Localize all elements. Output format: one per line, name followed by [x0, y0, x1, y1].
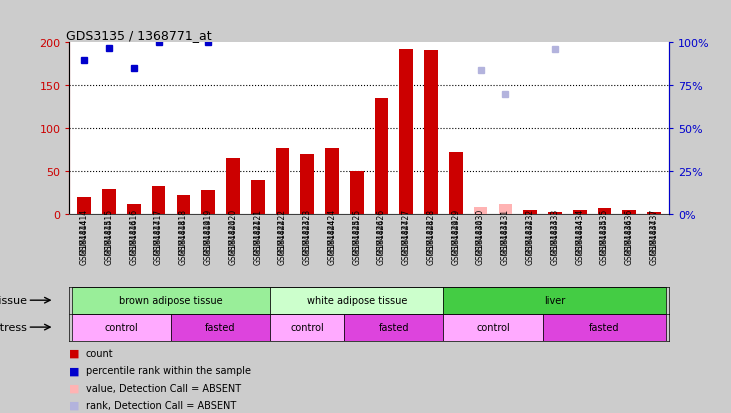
Text: GSM184437: GSM184437 [650, 218, 659, 264]
Text: GSM184429: GSM184429 [451, 218, 461, 264]
Bar [344, 314, 444, 341]
Bar [573, 211, 586, 215]
Bar [622, 211, 636, 215]
Bar [375, 99, 388, 215]
Text: control: control [290, 322, 324, 332]
Bar [276, 149, 289, 215]
Bar [400, 50, 413, 215]
Bar [424, 51, 438, 215]
Text: fasted: fasted [589, 322, 620, 332]
Bar [171, 314, 270, 341]
Text: GDS3135 / 1368771_at: GDS3135 / 1368771_at [67, 29, 212, 42]
Bar [647, 212, 661, 215]
Text: brown adipose tissue: brown adipose tissue [119, 295, 223, 306]
Bar [449, 152, 463, 215]
Bar [523, 211, 537, 215]
Text: count: count [86, 348, 113, 358]
Text: white adipose tissue: white adipose tissue [306, 295, 407, 306]
Text: GSM184432: GSM184432 [526, 218, 534, 264]
Text: stress: stress [0, 322, 28, 332]
Text: GSM184418: GSM184418 [179, 218, 188, 264]
Text: GSM184431: GSM184431 [501, 218, 510, 264]
Text: liver: liver [545, 295, 566, 306]
Text: ■: ■ [69, 348, 80, 358]
Text: GSM184419: GSM184419 [204, 218, 213, 264]
Text: value, Detection Call = ABSENT: value, Detection Call = ABSENT [86, 383, 240, 393]
Text: ■: ■ [69, 400, 80, 410]
Text: GSM184421: GSM184421 [253, 218, 262, 264]
Text: rank, Detection Call = ABSENT: rank, Detection Call = ABSENT [86, 400, 236, 410]
Bar [444, 287, 667, 314]
Text: GSM184414: GSM184414 [80, 218, 88, 264]
Bar [542, 314, 667, 341]
Text: GSM184428: GSM184428 [427, 218, 436, 264]
Text: fasted: fasted [205, 322, 236, 332]
Text: control: control [476, 322, 510, 332]
Bar [177, 196, 190, 215]
Bar [226, 159, 240, 215]
Text: GSM184424: GSM184424 [327, 218, 336, 264]
Text: GSM184416: GSM184416 [129, 218, 138, 264]
Bar [548, 212, 561, 215]
Text: GSM184435: GSM184435 [600, 218, 609, 264]
Bar [270, 314, 344, 341]
Bar [72, 287, 270, 314]
Bar [474, 208, 488, 215]
Bar [251, 180, 265, 215]
Text: GSM184415: GSM184415 [105, 218, 113, 264]
Bar [325, 149, 338, 215]
Text: GSM184427: GSM184427 [402, 218, 411, 264]
Bar [72, 314, 171, 341]
Bar [270, 287, 444, 314]
Text: GSM184417: GSM184417 [154, 218, 163, 264]
Text: ■: ■ [69, 366, 80, 375]
Bar [598, 209, 611, 215]
Text: GSM184434: GSM184434 [575, 218, 584, 264]
Text: GSM184436: GSM184436 [625, 218, 634, 264]
Bar [350, 172, 363, 215]
Text: GSM184433: GSM184433 [550, 218, 559, 264]
Text: ■: ■ [69, 383, 80, 393]
Text: GSM184430: GSM184430 [476, 218, 485, 264]
Bar [102, 189, 116, 215]
Text: tissue: tissue [0, 295, 28, 306]
Text: control: control [105, 322, 138, 332]
Text: GSM184423: GSM184423 [303, 218, 311, 264]
Bar [300, 155, 314, 215]
Bar [127, 204, 140, 215]
Text: GSM184422: GSM184422 [278, 218, 287, 264]
Bar [152, 187, 165, 215]
Text: fasted: fasted [379, 322, 409, 332]
Bar [499, 204, 512, 215]
Bar [77, 197, 91, 215]
Bar [201, 191, 215, 215]
Text: GSM184420: GSM184420 [228, 218, 238, 264]
Text: GSM184426: GSM184426 [377, 218, 386, 264]
Bar [444, 314, 542, 341]
Text: percentile rank within the sample: percentile rank within the sample [86, 366, 251, 375]
Text: GSM184425: GSM184425 [352, 218, 361, 264]
